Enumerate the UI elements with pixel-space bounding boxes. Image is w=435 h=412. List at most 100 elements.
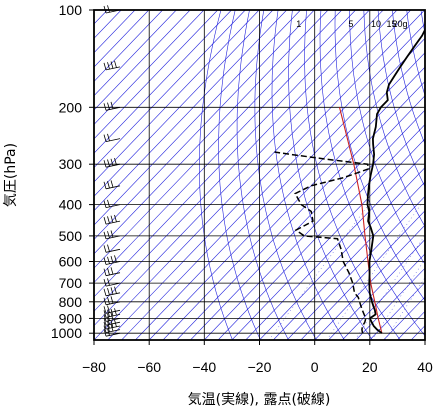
wind-barb-feather [103,257,107,265]
isotherm-line [94,10,150,68]
isotherm-line [176,81,425,340]
wind-barb-feather [103,268,107,276]
isotherm-line [94,10,412,340]
wind-barb-feather [107,244,110,252]
wind-barb-feather [110,61,114,69]
wind-barb-feather [114,214,117,223]
wind-barb-feather [103,329,107,337]
isotherm-line [300,210,425,340]
isotherm-line [231,138,425,340]
mixing-ratio-label: 10 [371,19,381,29]
wind-barb-feather [103,325,107,333]
isotherm-line [369,282,425,340]
isotherm-line [245,152,425,340]
wind-barb-staff [105,248,121,253]
isotherm-line [94,10,260,183]
wind-barb-feather [103,62,107,71]
dry-adiabat-line [218,10,261,340]
isotherm-line [94,10,205,125]
y-tick-label: 300 [59,156,83,172]
wind-barb-feather [107,305,110,313]
isotherm-line [94,10,163,82]
y-tick-label: 1000 [51,325,82,341]
isotherm-line [259,167,425,340]
isotherm-line [94,10,301,226]
isotherm-line [94,10,343,269]
isotherm-line [94,10,177,97]
y-tick-label: 400 [59,197,83,213]
isotherm-line [94,10,218,140]
parcel-path-group [338,107,383,334]
dry-adiabat-line [254,10,317,340]
wind-barb-feather [107,199,110,208]
wind-barb-feather [110,308,114,317]
y-tick-label: 900 [59,310,83,326]
y-tick-label: 500 [59,228,83,244]
y-tick-label: 700 [59,275,83,291]
wind-barb-feather [114,157,117,166]
y-tick-label: 600 [59,254,83,270]
wind-barb-feather [103,314,107,322]
isotherm-line [94,10,398,327]
isotherm-line [355,267,425,340]
wind-barb-feather [114,60,117,68]
wind-barb-staff [105,204,121,208]
isotherm-line [121,23,425,340]
x-tick-label: −60 [137,359,161,375]
isotherm-line [94,10,274,197]
isotherm-line [94,10,232,154]
wind-barb-feather [110,215,114,223]
wind-barb-feather [107,267,110,276]
x-tick-label: −40 [192,359,216,375]
wind-barb-feather [107,287,110,296]
wind-barb [103,278,121,287]
wind-barb-feather [114,286,117,294]
isotherm-line [314,224,425,340]
wind-barb [103,214,121,225]
wind-barb [103,230,121,240]
wind-barb-feather [103,134,107,142]
wind-barb-feather [103,245,107,253]
wind-barb-staff [105,138,121,142]
mixing-ratio-line [268,204,369,340]
dry-adiabat-line [363,10,425,228]
isotherm-line [94,10,329,255]
isotherm-line [342,253,425,340]
isotherm-line [94,10,287,212]
wind-barb-feather [103,200,107,208]
dry-adiabat-line [199,10,233,340]
wind-barb [103,101,121,111]
dewpoint-profile-line [274,151,370,334]
x-tick-label: −20 [248,359,272,375]
wind-barb-feather [103,231,107,240]
wind-barb [103,267,121,277]
wind-barb-feather [110,287,114,295]
wind-barb [103,133,121,142]
dry-adiabat-line [349,10,425,265]
dry-adiabat-line [304,10,401,340]
wind-barb-feather [103,306,107,314]
wind-barb-feather [107,231,110,239]
mixing-ratio-label: 5 [348,19,353,29]
wind-barb-feather [110,255,114,264]
dry-adiabat-line [271,10,345,340]
wind-barb-feather [103,160,107,168]
wind-barb-feather [103,103,107,111]
wind-barb-feather [107,309,110,317]
dry-adiabat-line [377,10,425,188]
isotherm-line [94,10,356,283]
wind-barb-feather [107,216,110,224]
x-axis-label: 気温(実線), 露点(破線) [188,392,331,408]
wind-barb-feather [110,267,114,275]
y-tick-label: 100 [59,2,83,18]
wind-barb-feather [103,318,107,326]
y-tick-label: 200 [59,99,83,115]
x-tick-label: 40 [417,359,433,375]
wind-barb-feather [107,102,110,110]
isotherm-line [135,37,425,340]
isotherm-line [148,52,425,340]
wind-barb-feather [110,180,114,188]
wind-barbs [103,5,121,337]
